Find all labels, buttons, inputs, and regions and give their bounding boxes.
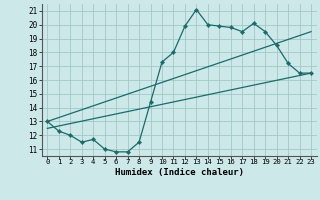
X-axis label: Humidex (Indice chaleur): Humidex (Indice chaleur) [115,168,244,177]
